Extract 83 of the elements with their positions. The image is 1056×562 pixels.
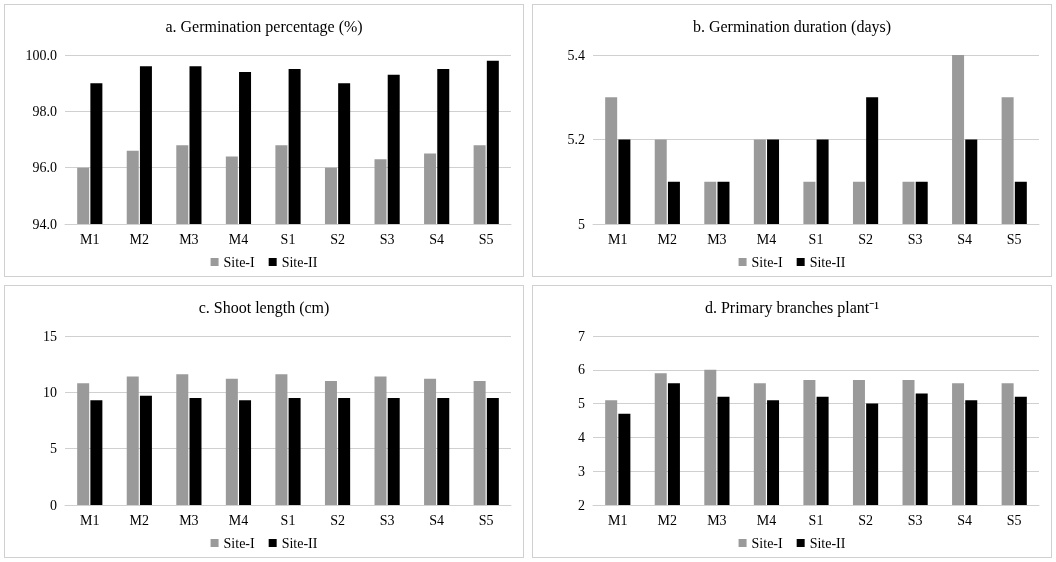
x-tick-label: M2 <box>129 231 150 247</box>
bar <box>374 376 387 505</box>
bar <box>239 400 252 505</box>
bar <box>473 381 486 505</box>
x-tick-label: M2 <box>657 231 678 247</box>
y-tick-label: 3 <box>578 463 585 479</box>
bar <box>324 381 337 505</box>
legend-label: Site-I <box>223 535 256 551</box>
x-tick-label: S2 <box>330 231 345 247</box>
x-tick-label: S2 <box>858 512 873 528</box>
x-tick-label: M2 <box>657 512 678 528</box>
x-tick-label: S4 <box>957 512 973 528</box>
x-tick-label: S1 <box>280 512 296 528</box>
x-tick-label: S1 <box>808 231 824 247</box>
x-tick-label: M3 <box>179 231 199 247</box>
x-tick-label: S4 <box>957 231 973 247</box>
y-tick-label: 2 <box>578 497 585 513</box>
legend-label: Site-II <box>281 535 318 551</box>
x-tick-label: M4 <box>756 512 777 528</box>
x-tick-label: M3 <box>707 512 727 528</box>
x-tick-label: S5 <box>1006 231 1022 247</box>
x-tick-label: M4 <box>228 512 249 528</box>
x-tick-label: S4 <box>429 231 445 247</box>
x-tick-label: S5 <box>1006 512 1022 528</box>
y-tick-label: 5 <box>578 396 585 412</box>
x-tick-label: S5 <box>478 512 494 528</box>
x-tick-label: M1 <box>608 512 628 528</box>
x-tick-label: M1 <box>608 231 628 247</box>
y-tick-label: 5.2 <box>567 132 585 147</box>
legend-label: Site-I <box>751 535 784 551</box>
y-tick-label: 4 <box>578 429 585 445</box>
x-tick-label: S1 <box>808 512 824 528</box>
bar <box>90 400 103 505</box>
y-tick-label: 5.4 <box>567 47 585 63</box>
x-tick-label: S3 <box>379 512 395 528</box>
legend-label: Site-II <box>809 535 846 551</box>
x-tick-label: S5 <box>478 231 494 247</box>
legend-label: Site-II <box>809 254 846 270</box>
chart-title: d. Primary branches plant⁻¹ <box>704 298 880 317</box>
y-tick-label: 0 <box>50 497 57 513</box>
legend-label: Site-I <box>751 254 784 270</box>
chart-title: c. Shoot length (cm) <box>198 298 330 317</box>
x-tick-label: M3 <box>179 512 199 528</box>
x-tick-label: S4 <box>429 512 445 528</box>
x-tick-label: S3 <box>907 512 923 528</box>
legend-label: Site-I <box>223 254 256 270</box>
bar <box>486 397 499 505</box>
chart-title: a. Germination percentage (%) <box>165 17 363 36</box>
x-tick-label: M4 <box>228 231 249 247</box>
y-tick-label: 7 <box>578 328 585 344</box>
bar <box>225 378 238 505</box>
x-tick-label: M3 <box>707 231 727 247</box>
x-tick-label: M1 <box>80 231 100 247</box>
legend-label: Site-II <box>281 254 318 270</box>
bar <box>139 395 152 505</box>
y-tick-label: 5 <box>50 441 57 457</box>
x-tick-label: M4 <box>756 231 777 247</box>
x-tick-label: S3 <box>379 231 395 247</box>
chart-title: b. Germination duration (days) <box>692 17 892 36</box>
x-tick-label: S2 <box>858 231 873 247</box>
y-tick-label: 100.0 <box>25 47 57 63</box>
y-tick-label: 96.0 <box>32 160 57 176</box>
bar <box>275 374 288 505</box>
y-tick-label: 6 <box>578 362 585 378</box>
y-tick-label: 5 <box>578 216 585 232</box>
y-tick-label: 98.0 <box>32 103 57 119</box>
bar <box>189 397 202 505</box>
y-tick-label: 10 <box>43 384 57 400</box>
bar <box>288 397 301 505</box>
x-tick-label: M2 <box>129 512 150 528</box>
y-tick-label: 15 <box>43 328 57 344</box>
bar <box>176 374 189 505</box>
x-tick-label: S3 <box>907 231 923 247</box>
y-tick-label: 94.0 <box>32 216 57 232</box>
x-tick-label: S2 <box>330 512 345 528</box>
bar <box>387 397 400 505</box>
bar <box>437 397 450 505</box>
bar <box>126 376 139 505</box>
x-tick-label: M1 <box>80 512 100 528</box>
x-tick-label: S1 <box>280 231 296 247</box>
bar <box>77 383 90 505</box>
bar <box>424 378 437 505</box>
bar <box>338 397 351 505</box>
